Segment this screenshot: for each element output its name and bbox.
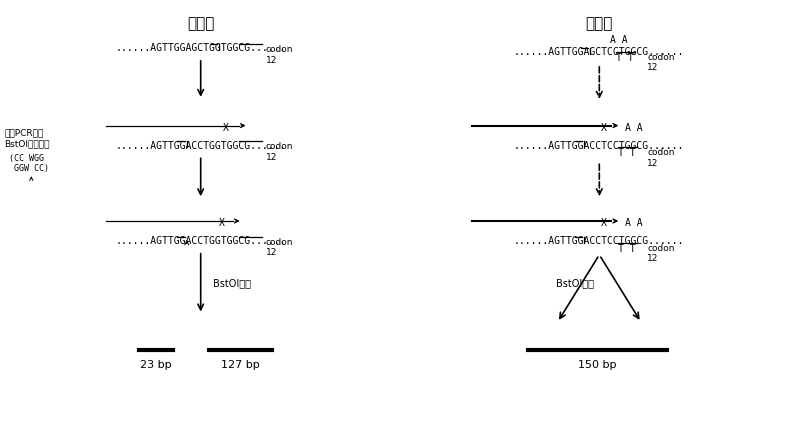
Text: T T: T T (618, 243, 636, 253)
Text: codon
12: codon 12 (647, 243, 674, 263)
Text: ......AGTTGGACCTGGTGGCG......: ......AGTTGGACCTGGTGGCG...... (115, 140, 286, 150)
Text: BstOI酶切: BstOI酶切 (557, 278, 594, 288)
Text: A A: A A (626, 218, 643, 227)
Text: ......AGTTGGACCTCCTGGCG......: ......AGTTGGACCTCCTGGCG...... (514, 235, 685, 245)
Text: 127 bp: 127 bp (221, 359, 260, 369)
Text: codon
12: codon 12 (266, 237, 293, 257)
Text: 突变型: 突变型 (586, 16, 613, 31)
Text: codon
12: codon 12 (266, 142, 293, 162)
Text: 150 bp: 150 bp (578, 359, 617, 369)
Text: A A: A A (610, 35, 628, 45)
Text: 野生型: 野生型 (187, 16, 214, 31)
Text: (CC WGG: (CC WGG (10, 154, 44, 163)
Text: X: X (602, 122, 607, 132)
Text: ......AGTTGGACCTCCTGGCG......: ......AGTTGGACCTCCTGGCG...... (514, 140, 685, 150)
Text: X: X (218, 218, 225, 227)
Text: ......AGTTGGAGCTCCTGGCG......: ......AGTTGGAGCTCCTGGCG...... (514, 47, 685, 57)
Text: 通过PCR引入: 通过PCR引入 (4, 128, 44, 137)
Text: ......AGTTGGACCTGGTGGCG......: ......AGTTGGACCTGGTGGCG...... (115, 235, 286, 245)
Text: codon
12: codon 12 (266, 45, 293, 64)
Text: X: X (222, 122, 229, 132)
Text: GGW CC): GGW CC) (10, 164, 50, 173)
Text: 23 bp: 23 bp (140, 359, 172, 369)
Text: X: X (602, 218, 607, 227)
Text: A A: A A (626, 122, 643, 132)
Text: BstOI酶切位点: BstOI酶切位点 (4, 139, 50, 148)
Text: T T: T T (617, 53, 634, 63)
Text: codon
12: codon 12 (647, 53, 674, 72)
Text: ......AGTTGGAGCTGGTGGCG......: ......AGTTGGAGCTGGTGGCG...... (115, 43, 286, 53)
Text: codon
12: codon 12 (647, 148, 674, 167)
Text: BstOI酶切: BstOI酶切 (213, 278, 250, 288)
Text: T T: T T (618, 148, 636, 158)
